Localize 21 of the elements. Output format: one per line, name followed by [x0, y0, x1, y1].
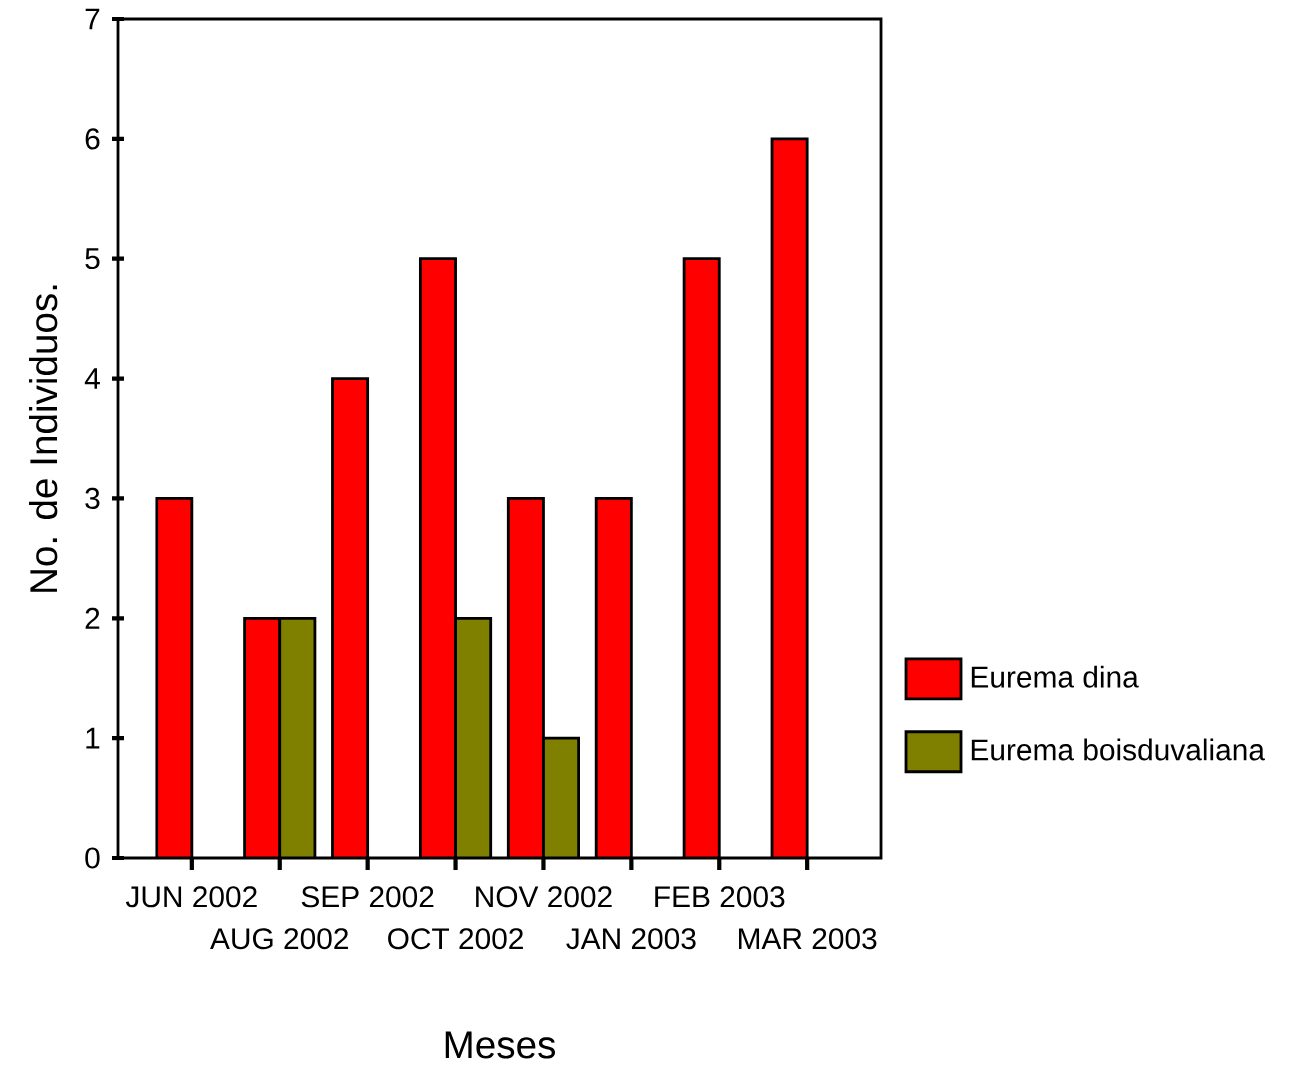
- legend-label: Eurema dina: [971, 665, 1139, 688]
- y-tick-label: 7: [85, 8, 100, 30]
- legend-label: Eurema boisduvaliana: [971, 738, 1265, 761]
- x-tick-label: JUN 2002: [125, 886, 257, 908]
- bar: [770, 137, 809, 858]
- y-tick-label: 0: [85, 847, 100, 869]
- x-tick-label: NOV 2002: [476, 886, 612, 908]
- y-tick-label: 6: [85, 128, 100, 150]
- x-axis-title: Meses: [445, 1031, 556, 1059]
- x-tick-label: SEP 2002: [301, 886, 434, 908]
- y-tick-label: 5: [85, 248, 100, 270]
- y-tick-label: 1: [86, 727, 100, 749]
- y-tick-label: 4: [84, 368, 100, 389]
- y-tick-label: 2: [85, 607, 100, 629]
- x-tick-label: OCT 2002: [388, 928, 523, 950]
- x-tick-label: AUG 2002: [210, 928, 348, 950]
- x-tick-label: FEB 2003: [655, 886, 785, 908]
- y-tick-label: 3: [85, 487, 100, 509]
- x-tick-label: MAR 2003: [739, 928, 877, 950]
- x-tick-label: JAN 2003: [566, 928, 696, 950]
- y-axis-title: No. de Individuos.: [28, 285, 58, 592]
